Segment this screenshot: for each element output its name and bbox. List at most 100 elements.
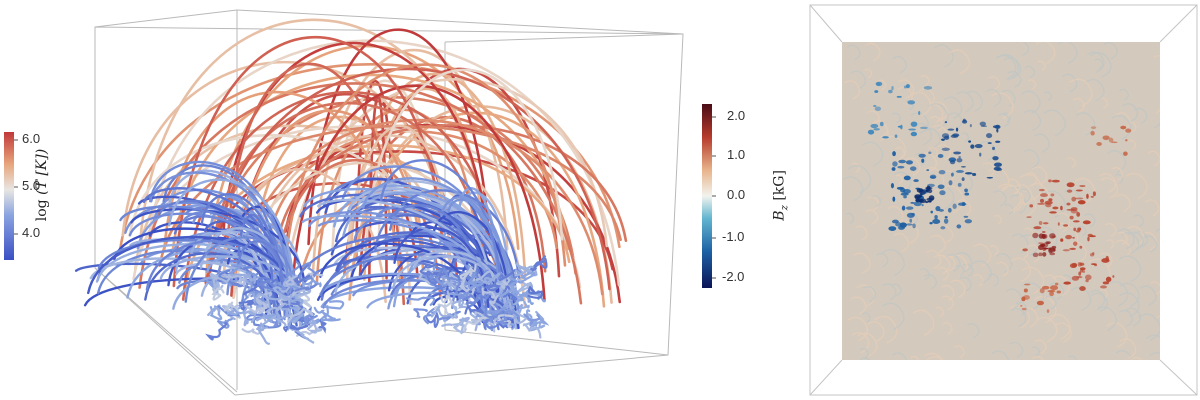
flux-element	[1049, 211, 1057, 214]
flux-element	[992, 125, 1000, 129]
flux-element	[1038, 252, 1043, 257]
granule-lane	[935, 306, 945, 318]
granule-lane	[1049, 282, 1065, 301]
granule-lane	[1009, 341, 1024, 359]
tangled-field-line	[452, 318, 467, 335]
flux-element	[882, 136, 889, 139]
tangled-field-line	[514, 268, 536, 284]
granule-lane	[1093, 58, 1104, 70]
granule-lane	[1033, 133, 1050, 154]
granule-lane	[1019, 173, 1043, 202]
granule-lane	[1126, 225, 1145, 247]
flux-element	[958, 156, 962, 159]
tangled-field-line	[529, 255, 547, 273]
flux-element	[937, 184, 945, 190]
granule-lane	[926, 356, 944, 360]
granule-lane	[961, 132, 970, 143]
flux-element	[1079, 185, 1086, 187]
flux-element	[921, 204, 924, 207]
granule-lane	[1021, 90, 1041, 115]
granule-lane	[877, 79, 887, 91]
flux-element	[1078, 271, 1082, 276]
flux-element	[888, 226, 897, 232]
granule-lane	[962, 263, 974, 277]
granule-lane	[1153, 124, 1160, 129]
flux-element	[867, 129, 875, 135]
flux-element	[1032, 232, 1039, 239]
bz-colorbar-label: Bz [kG]	[772, 140, 791, 250]
granule-lane	[1145, 334, 1160, 360]
granule-lane	[1111, 115, 1132, 140]
granule-lane	[1086, 51, 1105, 73]
field-line	[393, 226, 490, 309]
field-line	[221, 41, 490, 250]
label-bz-sub: z	[779, 205, 791, 211]
granule-lane	[982, 162, 996, 178]
flux-element	[905, 84, 910, 89]
flux-element	[939, 190, 946, 196]
granule-lane	[893, 232, 910, 253]
flux-element	[1072, 220, 1080, 223]
flux-element	[972, 172, 977, 177]
field-line	[184, 236, 294, 303]
flux-element	[892, 196, 896, 202]
field-line	[181, 91, 500, 301]
granule-lane	[1031, 355, 1044, 360]
flux-element	[1072, 236, 1075, 239]
flux-element	[974, 143, 983, 149]
flux-element	[1049, 233, 1056, 239]
field-line	[307, 28, 492, 257]
flux-element	[969, 124, 972, 128]
flux-element	[1070, 209, 1078, 214]
tangled-field-line	[406, 296, 436, 306]
tangled-field-line	[469, 308, 482, 326]
flux-element	[1075, 230, 1081, 233]
field-line	[168, 178, 295, 282]
magnetogram-box	[809, 4, 1198, 396]
granule-lane	[881, 302, 905, 331]
flux-element	[932, 219, 941, 225]
field-line	[322, 278, 502, 315]
granule-lane	[854, 225, 868, 241]
flux-element	[925, 187, 933, 190]
tangled-field-line	[313, 306, 336, 322]
granule-lane	[1015, 42, 1030, 57]
tangled-field-line	[263, 314, 287, 327]
tangled-field-line	[517, 265, 538, 277]
tangled-field-line	[281, 303, 291, 316]
tangled-field-line	[514, 261, 532, 277]
granule-lane	[847, 44, 861, 61]
flux-element	[1049, 285, 1059, 291]
granule-lane	[1127, 121, 1137, 133]
granule-lane	[954, 264, 965, 277]
granule-lane	[923, 352, 944, 360]
tangled-field-line	[425, 310, 440, 328]
flux-element	[1086, 193, 1089, 199]
flux-element	[948, 180, 953, 186]
granule-lane	[924, 273, 938, 290]
flux-element	[1047, 290, 1056, 293]
granule-lane	[1134, 231, 1149, 248]
flux-element	[919, 194, 923, 198]
flux-element	[1075, 189, 1083, 192]
tangled-field-line	[475, 270, 507, 286]
flux-element	[888, 89, 893, 94]
flux-element	[992, 156, 999, 161]
bz-tick-1: 1.0	[727, 147, 746, 162]
flux-element	[921, 158, 925, 163]
granule-lane	[1089, 52, 1112, 79]
flux-element	[925, 200, 929, 204]
granule-lane	[856, 284, 876, 308]
flux-element	[891, 85, 894, 91]
flux-element	[920, 126, 928, 130]
flux-element	[994, 140, 1001, 143]
field-line	[87, 235, 292, 295]
tangled-field-line	[241, 327, 263, 335]
flux-element	[1079, 286, 1086, 291]
granule-lane	[972, 243, 992, 267]
flux-element	[1079, 245, 1083, 249]
tangled-field-line	[480, 308, 502, 317]
flux-element	[965, 172, 973, 175]
tangled-field-line	[264, 302, 287, 314]
granule-lane	[1103, 42, 1118, 60]
